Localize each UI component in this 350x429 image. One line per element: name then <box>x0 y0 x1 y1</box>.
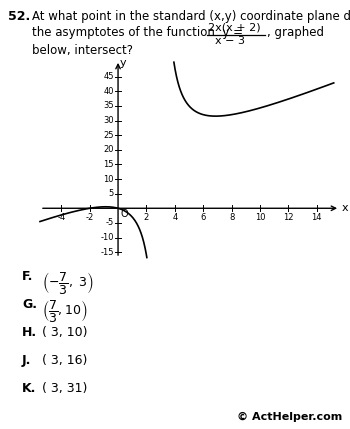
Text: 4: 4 <box>172 213 177 222</box>
Text: 2: 2 <box>144 213 149 222</box>
Text: ( 3, 31): ( 3, 31) <box>42 382 88 395</box>
Text: -15: -15 <box>100 248 114 257</box>
Text: K.: K. <box>22 382 36 395</box>
Text: © ActHelper.com: © ActHelper.com <box>237 412 342 422</box>
Text: G.: G. <box>22 298 37 311</box>
Text: 8: 8 <box>229 213 234 222</box>
Text: 40: 40 <box>104 87 114 96</box>
Text: 15: 15 <box>104 160 114 169</box>
Text: 30: 30 <box>103 116 114 125</box>
Text: ( 3, 16): ( 3, 16) <box>42 354 88 367</box>
Text: 35: 35 <box>103 101 114 110</box>
Text: -5: -5 <box>106 218 114 227</box>
Text: the asymptotes of the function  y =: the asymptotes of the function y = <box>32 26 243 39</box>
Text: 12: 12 <box>283 213 294 222</box>
Text: O: O <box>120 209 128 219</box>
Text: 10: 10 <box>255 213 265 222</box>
Text: $\left(\dfrac{7}{3},10\right)$: $\left(\dfrac{7}{3},10\right)$ <box>42 298 88 324</box>
Text: x: x <box>342 203 349 213</box>
Text: At what point in the standard (x,y) coordinate plane do: At what point in the standard (x,y) coor… <box>32 10 350 23</box>
Text: 6: 6 <box>201 213 206 222</box>
Text: y: y <box>120 58 127 68</box>
Text: F.: F. <box>22 270 33 283</box>
Text: 20: 20 <box>104 145 114 154</box>
Text: ( 3, 10): ( 3, 10) <box>42 326 88 339</box>
Text: -4: -4 <box>57 213 65 222</box>
Text: 2x(x + 2): 2x(x + 2) <box>208 23 261 33</box>
Text: x − 3: x − 3 <box>215 36 245 46</box>
Text: below, intersect?: below, intersect? <box>32 44 133 57</box>
Text: -10: -10 <box>100 233 114 242</box>
Text: 10: 10 <box>104 175 114 184</box>
Text: 25: 25 <box>104 131 114 139</box>
Text: 52.: 52. <box>8 10 30 23</box>
Text: 45: 45 <box>104 72 114 81</box>
Text: , graphed: , graphed <box>267 26 324 39</box>
Text: 14: 14 <box>312 213 322 222</box>
Text: H.: H. <box>22 326 37 339</box>
Text: J.: J. <box>22 354 32 367</box>
Text: -2: -2 <box>85 213 94 222</box>
Text: 5: 5 <box>109 189 114 198</box>
Text: $\left(-\dfrac{7}{3},\ 3\right)$: $\left(-\dfrac{7}{3},\ 3\right)$ <box>42 270 94 296</box>
